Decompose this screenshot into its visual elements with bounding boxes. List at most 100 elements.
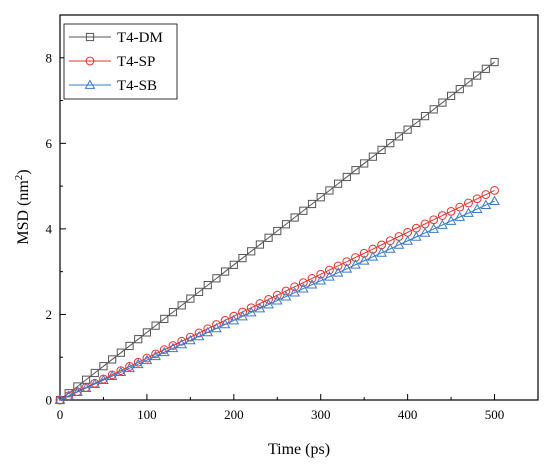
legend-item: T4-DM xyxy=(69,30,163,46)
data-point xyxy=(115,366,127,377)
data-point xyxy=(342,257,352,267)
data-point xyxy=(142,328,152,337)
data-point xyxy=(176,338,188,349)
data-point xyxy=(150,350,161,361)
data-point xyxy=(99,362,108,371)
data-point xyxy=(420,112,430,121)
data-point xyxy=(438,98,447,107)
data-point xyxy=(238,307,247,317)
data-point xyxy=(334,179,343,188)
data-point xyxy=(307,199,317,209)
data-point xyxy=(289,287,301,297)
data-point xyxy=(89,378,101,388)
data-point xyxy=(306,279,318,289)
data-point xyxy=(202,326,214,337)
data-point xyxy=(325,265,334,275)
data-point xyxy=(237,310,248,321)
data-point xyxy=(297,283,309,293)
y-tick-label: 8 xyxy=(46,50,53,65)
y-tick-label: 6 xyxy=(46,136,53,151)
data-point xyxy=(455,84,464,94)
data-point xyxy=(454,211,466,221)
legend-swatch-marker xyxy=(84,79,96,89)
data-point xyxy=(280,291,292,301)
data-point xyxy=(124,362,135,373)
x-tick-label: 400 xyxy=(398,407,418,422)
data-point xyxy=(246,303,256,313)
x-tick-label: 500 xyxy=(485,407,505,422)
x-tick-label: 200 xyxy=(224,407,244,422)
data-point xyxy=(211,322,222,333)
data-point xyxy=(455,202,465,212)
legend: T4-DM T4-SP T4-SB xyxy=(63,23,178,100)
data-point xyxy=(332,267,344,277)
y-axis-label-sup: 2 xyxy=(13,175,25,181)
data-point xyxy=(159,345,169,355)
data-point xyxy=(238,253,247,263)
legend-label: T4-DM xyxy=(117,30,163,46)
data-point xyxy=(255,299,265,308)
data-point xyxy=(264,294,273,304)
data-point xyxy=(151,349,161,359)
y-tick-label: 4 xyxy=(46,221,53,236)
data-point xyxy=(167,342,179,353)
data-point xyxy=(377,145,386,155)
data-point xyxy=(341,263,353,273)
data-point xyxy=(108,355,117,364)
data-point xyxy=(472,194,482,204)
data-point xyxy=(290,213,299,222)
x-tick-label: 0 xyxy=(57,407,64,422)
data-point xyxy=(298,278,308,288)
series-line xyxy=(59,61,495,401)
data-point xyxy=(464,78,473,87)
data-point xyxy=(228,314,240,325)
data-point xyxy=(315,275,327,285)
data-point xyxy=(177,336,187,346)
data-point xyxy=(316,269,326,279)
data-point xyxy=(290,282,300,292)
series-t4-sp xyxy=(55,185,499,405)
data-point xyxy=(445,215,457,225)
axis-ticks: 0 100 200 300 400 500 0 2 4 6 8 xyxy=(46,50,505,422)
data-point xyxy=(403,125,412,134)
data-point xyxy=(229,260,238,269)
data-point xyxy=(471,203,483,213)
data-point xyxy=(402,235,413,245)
series-layer xyxy=(54,57,500,405)
data-point xyxy=(490,57,499,67)
data-point xyxy=(73,382,82,391)
data-point xyxy=(63,390,75,400)
data-point xyxy=(80,382,92,392)
data-point xyxy=(480,199,492,209)
data-point xyxy=(185,332,195,342)
data-point xyxy=(247,247,256,256)
data-point xyxy=(125,341,134,351)
data-point xyxy=(272,290,282,300)
data-point xyxy=(446,91,456,100)
data-point xyxy=(281,286,291,296)
y-tick-label: 0 xyxy=(46,393,53,408)
series-t4-dm xyxy=(55,57,499,405)
data-point xyxy=(106,370,118,381)
data-point xyxy=(54,394,66,404)
data-point xyxy=(490,185,499,195)
data-point xyxy=(437,219,448,229)
data-point xyxy=(90,368,99,378)
data-point xyxy=(221,267,230,276)
data-point xyxy=(281,220,291,229)
x-tick-label: 300 xyxy=(311,407,331,422)
data-point xyxy=(325,186,334,195)
data-point xyxy=(307,274,317,283)
data-point xyxy=(481,64,490,73)
data-point xyxy=(324,271,335,281)
legend-swatch-marker xyxy=(85,32,95,42)
data-point xyxy=(360,159,369,168)
data-point xyxy=(255,240,264,249)
legend-swatch-marker xyxy=(85,56,95,66)
data-point xyxy=(151,321,160,330)
data-point xyxy=(419,227,431,237)
data-point xyxy=(316,193,325,202)
data-point xyxy=(410,231,422,241)
data-point xyxy=(168,308,178,317)
